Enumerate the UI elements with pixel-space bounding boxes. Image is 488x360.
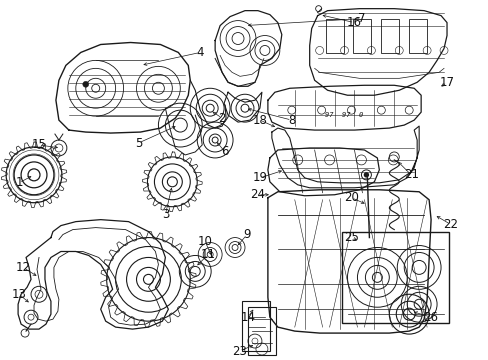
Text: 26: 26 bbox=[423, 311, 438, 324]
Text: 5: 5 bbox=[135, 136, 142, 149]
Circle shape bbox=[82, 81, 88, 87]
Text: 8: 8 bbox=[287, 114, 295, 127]
Text: 4: 4 bbox=[196, 46, 203, 59]
Text: 18: 18 bbox=[252, 114, 267, 127]
Text: 2: 2 bbox=[218, 112, 225, 125]
Text: 19: 19 bbox=[252, 171, 267, 184]
Text: 20: 20 bbox=[344, 191, 358, 204]
Circle shape bbox=[364, 173, 367, 177]
Text: 15: 15 bbox=[32, 139, 46, 152]
Text: 6: 6 bbox=[221, 145, 228, 158]
Text: 1: 1 bbox=[15, 176, 23, 189]
Bar bbox=[408, 19, 426, 53]
Bar bbox=[381, 19, 398, 53]
Text: 16: 16 bbox=[346, 16, 361, 29]
Bar bbox=[353, 19, 370, 53]
Text: 13: 13 bbox=[12, 288, 26, 301]
Text: 25: 25 bbox=[344, 231, 358, 244]
Text: 97  97  0: 97 97 0 bbox=[325, 112, 363, 118]
Text: 14: 14 bbox=[240, 311, 255, 324]
Text: 7: 7 bbox=[357, 12, 365, 25]
Text: 9: 9 bbox=[243, 228, 250, 241]
Text: 10: 10 bbox=[197, 235, 212, 248]
Text: 21: 21 bbox=[403, 168, 418, 181]
Text: 22: 22 bbox=[443, 218, 458, 231]
Text: 17: 17 bbox=[439, 76, 453, 89]
Text: 11: 11 bbox=[200, 248, 215, 261]
Text: 24: 24 bbox=[250, 188, 265, 201]
Text: 23: 23 bbox=[232, 345, 247, 357]
Bar bbox=[341, 231, 448, 323]
Bar bbox=[325, 19, 343, 53]
Bar bbox=[242, 301, 269, 351]
Text: 12: 12 bbox=[16, 261, 31, 274]
Text: 3: 3 bbox=[162, 208, 169, 221]
Bar bbox=[247, 307, 275, 355]
